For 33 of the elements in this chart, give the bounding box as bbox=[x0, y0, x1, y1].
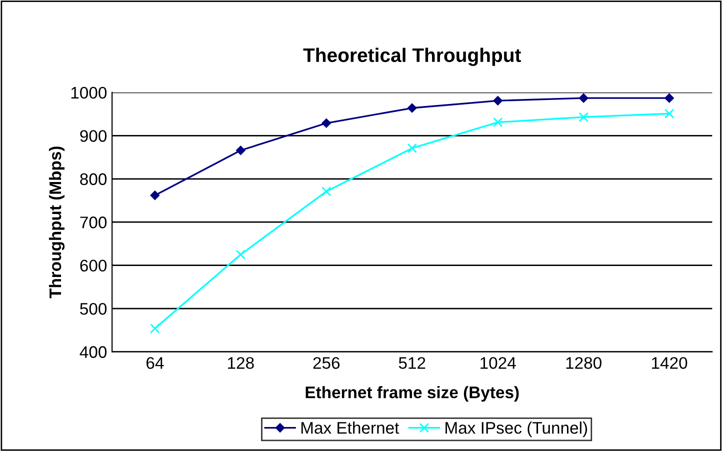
x-tick-label: 1280 bbox=[566, 357, 602, 369]
x-tick-label: 128 bbox=[228, 357, 254, 369]
point bbox=[150, 324, 160, 334]
point bbox=[150, 190, 160, 200]
x-tick-label: 64 bbox=[146, 357, 164, 369]
y-tick-label: 1000 bbox=[71, 86, 107, 99]
x-tick-label: 1420 bbox=[652, 357, 688, 369]
x-tick-label: 512 bbox=[398, 357, 426, 369]
y-axis-title: Throughput (Mbps) bbox=[48, 146, 65, 298]
point bbox=[493, 96, 502, 106]
point bbox=[407, 143, 417, 154]
y-tick-label: 400 bbox=[80, 346, 107, 358]
point bbox=[492, 117, 503, 128]
x-axis-title: Ethernet frame size (Bytes) bbox=[306, 386, 519, 402]
x-tick-label: 1024 bbox=[480, 357, 516, 369]
y-tick-label: 800 bbox=[80, 173, 107, 186]
point bbox=[578, 93, 588, 103]
point bbox=[236, 146, 246, 155]
point bbox=[578, 112, 588, 122]
point bbox=[407, 103, 417, 113]
point bbox=[322, 186, 332, 196]
legend-label: Max Ethernet bbox=[301, 422, 400, 434]
y-tick-label: 500 bbox=[80, 302, 107, 315]
point bbox=[664, 93, 674, 103]
y-tick-label: 900 bbox=[80, 130, 107, 142]
y-tick-label: 600 bbox=[80, 260, 107, 272]
point bbox=[236, 250, 246, 260]
y-tick-label: 700 bbox=[80, 216, 107, 228]
legend-label: Max IPsec (Tunnel) bbox=[446, 422, 588, 438]
chart-title: Theoretical Throughput bbox=[303, 48, 521, 66]
x-tick-label: 256 bbox=[313, 357, 340, 369]
point bbox=[664, 108, 674, 118]
point bbox=[322, 118, 332, 128]
